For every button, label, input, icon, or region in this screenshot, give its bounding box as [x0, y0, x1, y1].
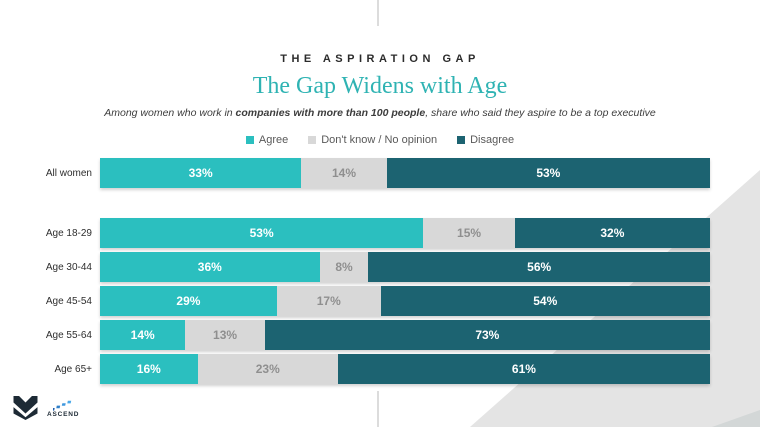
- legend-item-disagree: Disagree: [457, 134, 514, 146]
- dontknow-swatch-icon: [308, 136, 317, 144]
- kicker-title: THE ASPIRATION GAP: [280, 53, 480, 65]
- bar-segment-disagree: 73%: [264, 320, 710, 350]
- value-label: 29%: [176, 294, 201, 308]
- page-title: The Gap Widens with Age: [252, 73, 508, 99]
- bar-segment-disagree: 54%: [380, 286, 710, 316]
- value-label: 54%: [533, 294, 558, 308]
- stacked-bar-chart: All women 33% 14% 53% Age 18-29 53% 15% 32% Age …: [0, 158, 710, 388]
- bar-segment-disagree: 53%: [386, 158, 710, 188]
- value-label: 14%: [130, 328, 155, 342]
- chart-row: Age 18-29 53% 15% 32%: [0, 218, 710, 248]
- value-label: 8%: [335, 260, 353, 274]
- bar-segment-dontknow: 13%: [185, 320, 265, 350]
- gray-corner-wedge: [712, 410, 760, 427]
- bar-segment-agree: 29%: [100, 286, 277, 316]
- top-center-tick-line: [377, 0, 379, 26]
- stacked-bar: 53% 15% 32%: [100, 218, 710, 248]
- value-label: 23%: [255, 362, 280, 376]
- value-label: 53%: [249, 226, 274, 240]
- row-label: Age 55-64: [45, 329, 92, 341]
- agree-swatch-icon: [245, 136, 254, 144]
- stacked-bar: 36% 8% 56%: [100, 252, 710, 282]
- group-gap: [0, 192, 710, 218]
- legend-label: Don't know / No opinion: [321, 134, 438, 146]
- legend-item-agree: Agree: [245, 134, 289, 146]
- chart-row: Age 65+ 16% 23% 61%: [0, 354, 710, 384]
- value-label: 33%: [188, 166, 213, 180]
- legend-label: Disagree: [470, 134, 515, 146]
- bar-segment-dontknow: 23%: [197, 354, 338, 384]
- chart-row: All women 33% 14% 53%: [0, 158, 710, 188]
- legend: Agree Don't know / No opinion Disagree: [0, 134, 760, 146]
- bar-segment-dontknow: 15%: [423, 218, 515, 248]
- bar-segment-dontknow: 17%: [276, 286, 381, 316]
- bar-segment-agree: 53%: [100, 218, 424, 248]
- chart-row: Age 30-44 36% 8% 56%: [0, 252, 710, 282]
- value-label: 14%: [331, 166, 356, 180]
- bar-segment-agree: 14%: [100, 320, 186, 350]
- bar-segment-disagree: 32%: [514, 218, 710, 248]
- ascend-arrow-icon: [53, 400, 72, 411]
- stacked-bar: 29% 17% 54%: [100, 286, 710, 316]
- header: THE ASPIRATION GAP The Gap Widens with A…: [0, 0, 760, 119]
- row-label: Age 65+: [54, 363, 92, 375]
- stacked-bar: 16% 23% 61%: [100, 354, 710, 384]
- row-label: Age 18-29: [45, 227, 92, 239]
- value-label: 73%: [475, 328, 500, 342]
- legend-item-dontknow: Don't know / No opinion: [308, 134, 437, 146]
- stacked-bar: 33% 14% 53%: [100, 158, 710, 188]
- bar-segment-agree: 36%: [100, 252, 320, 282]
- row-label: All women: [45, 167, 92, 179]
- brand-footer: ASCEND: [13, 396, 79, 420]
- subtitle-bold: companies with more than 100 people: [235, 107, 426, 119]
- value-label: 17%: [316, 294, 341, 308]
- bar-segment-dontknow: 8%: [319, 252, 369, 282]
- subtitle: Among women who work in companies with m…: [0, 107, 760, 119]
- bar-segment-disagree: 56%: [368, 252, 710, 282]
- chart-row: Age 45-54 29% 17% 54%: [0, 286, 710, 316]
- brand-m-icon: [13, 396, 38, 420]
- bar-segment-agree: 33%: [100, 158, 302, 188]
- value-label: 16%: [136, 362, 161, 376]
- chart-row: Age 55-64 14% 13% 73%: [0, 320, 710, 350]
- legend-label: Agree: [258, 134, 289, 146]
- subtitle-suffix: , share who said they aspire to be a top…: [425, 107, 656, 119]
- value-label: 56%: [527, 260, 552, 274]
- value-label: 15%: [457, 226, 482, 240]
- bar-segment-agree: 16%: [100, 354, 198, 384]
- value-label: 53%: [536, 166, 561, 180]
- value-label: 32%: [600, 226, 625, 240]
- bottom-center-tick-line: [377, 391, 379, 427]
- disagree-swatch-icon: [457, 136, 466, 144]
- value-label: 61%: [511, 362, 536, 376]
- value-label: 13%: [213, 328, 238, 342]
- bar-segment-disagree: 61%: [337, 354, 710, 384]
- bar-segment-dontknow: 14%: [301, 158, 387, 188]
- row-label: Age 45-54: [45, 295, 92, 307]
- stacked-bar: 14% 13% 73%: [100, 320, 710, 350]
- subtitle-prefix: Among women who work in: [104, 107, 236, 119]
- ascend-logo: ASCEND: [47, 400, 79, 420]
- value-label: 36%: [197, 260, 222, 274]
- row-label: Age 30-44: [45, 261, 92, 273]
- ascend-wordmark: ASCEND: [47, 411, 80, 418]
